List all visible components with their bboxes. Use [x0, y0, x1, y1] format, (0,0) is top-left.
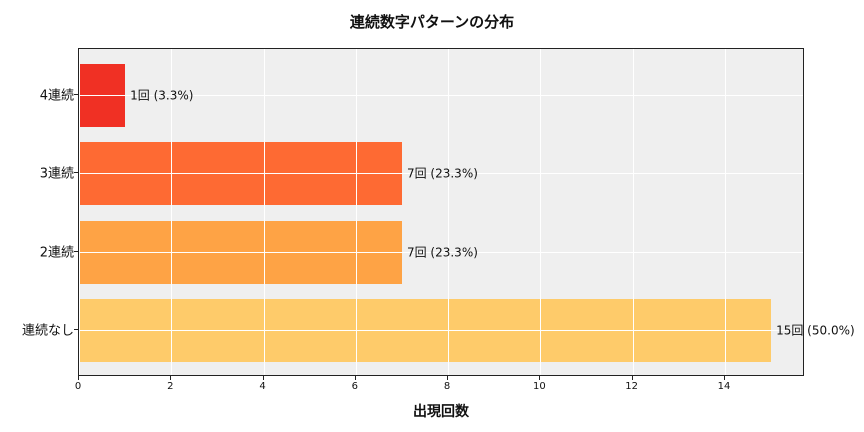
y-tick-mark: [74, 94, 78, 95]
vertical-gridline-overlay: [540, 49, 542, 375]
x-tick-mark: [447, 376, 449, 380]
horizontal-gridline: [79, 95, 803, 96]
x-tick-label: 10: [533, 381, 546, 392]
x-axis-label: 出現回数: [413, 404, 469, 420]
x-tick-label: 2: [167, 381, 174, 392]
vertical-gridline-overlay: [448, 49, 450, 375]
x-tick-mark: [631, 376, 633, 380]
x-tick-label: 8: [443, 381, 451, 392]
bar-value-label: 1回 (3.3%): [130, 88, 194, 103]
y-tick-label: 2連続: [39, 245, 74, 261]
y-tick-mark: [74, 329, 78, 330]
x-tick-mark: [539, 376, 541, 380]
vertical-gridline-overlay: [263, 49, 265, 375]
vertical-gridline-overlay: [632, 49, 634, 375]
y-tick-label: 連続なし: [21, 323, 74, 339]
chart-title: 連続数字パターンの分布: [349, 13, 515, 31]
x-tick-mark: [354, 376, 356, 380]
x-tick-label: 12: [625, 381, 639, 392]
vertical-gridline-overlay: [171, 49, 173, 375]
horizontal-gridline: [79, 252, 803, 253]
y-tick-label: 4連続: [39, 88, 74, 104]
bar-value-label: 15回 (50.0%): [776, 323, 855, 338]
y-tick-mark: [74, 251, 78, 252]
x-tick-label: 6: [351, 381, 359, 392]
y-tick-label: 3連続: [39, 166, 74, 182]
horizontal-gridline: [79, 330, 803, 331]
x-tick-mark: [262, 376, 264, 380]
x-tick-label: 14: [717, 381, 731, 392]
x-tick-mark: [78, 376, 79, 380]
bar-value-label: 7回 (23.3%): [406, 166, 478, 181]
vertical-gridline-overlay: [79, 49, 80, 375]
vertical-gridline-overlay: [355, 49, 357, 375]
horizontal-gridline: [79, 173, 803, 174]
x-tick-mark: [170, 376, 172, 380]
x-tick-mark: [723, 376, 725, 380]
vertical-gridline-overlay: [724, 49, 726, 375]
bar-value-label: 7回 (23.3%): [406, 245, 478, 260]
x-tick-label: 4: [259, 381, 266, 392]
x-tick-label: 0: [74, 381, 82, 392]
y-tick-mark: [74, 172, 78, 173]
plot-area: 1回 (3.3%) 7回 (23.3%) 7回 (23.3%) 15回 (50.0%): [78, 48, 855, 376]
